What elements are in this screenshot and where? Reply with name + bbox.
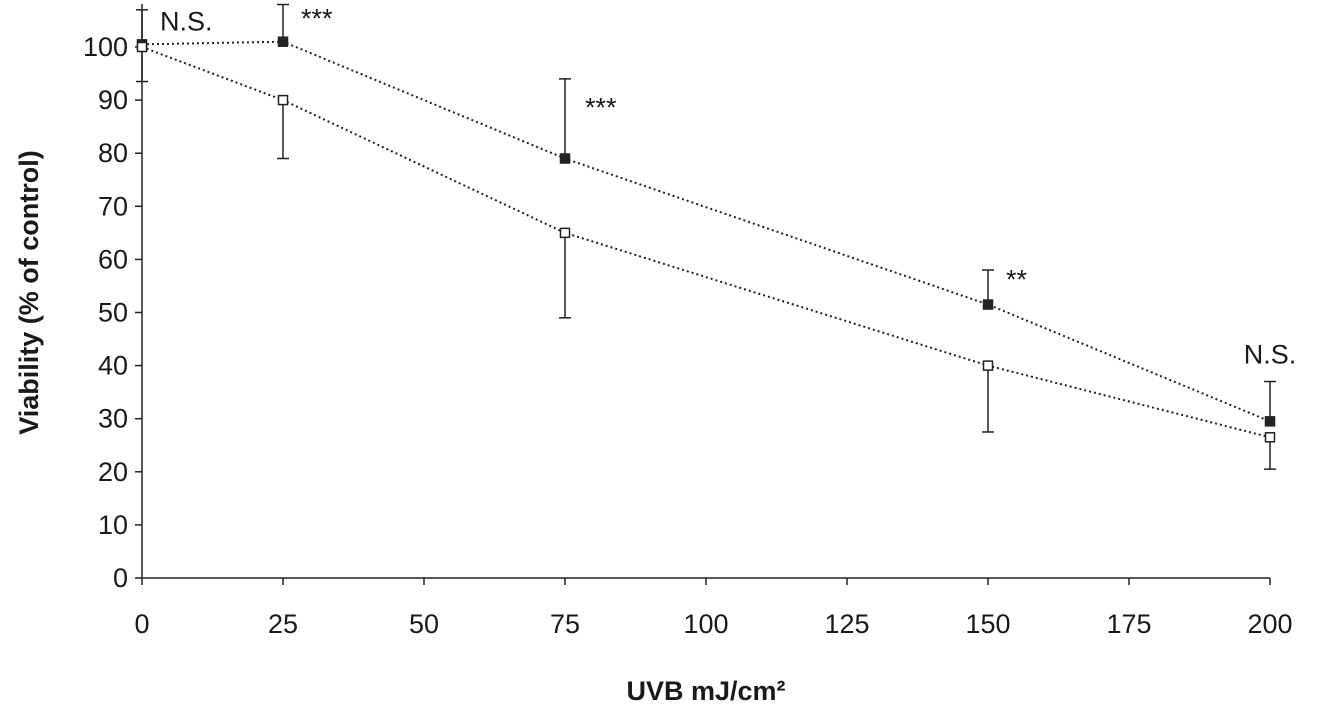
significance-label: N.S. (1244, 339, 1297, 369)
filled-square-marker (277, 36, 289, 47)
x-tick-label: 200 (1247, 609, 1292, 639)
open-square-marker (559, 227, 571, 239)
open-square-marker (1264, 432, 1276, 443)
y-tick-label: 20 (98, 457, 128, 487)
y-tick-label: 70 (98, 191, 128, 221)
y-tick-label: 10 (98, 510, 128, 540)
significance-label: ** (1006, 265, 1028, 295)
y-tick-label: 0 (113, 563, 128, 593)
x-tick-label: 0 (134, 609, 149, 639)
y-tick-label: 50 (98, 298, 128, 328)
series (136, 3, 1276, 470)
significance-label: N.S. (160, 6, 213, 36)
x-tick-label: 25 (268, 609, 298, 639)
x-tick-label: 175 (1106, 609, 1151, 639)
series-2 (136, 41, 1276, 470)
y-tick-label: 100 (83, 32, 128, 62)
y-tick-label: 30 (98, 404, 128, 434)
filled-square-marker (559, 153, 571, 164)
axes (141, 4, 1270, 579)
series-1 (136, 3, 1276, 427)
y-axis-title: Viability (% of control) (14, 150, 44, 435)
y-tick-label: 80 (98, 138, 128, 168)
filled-square-marker (1264, 416, 1276, 427)
x-tick-label: 125 (824, 609, 869, 639)
open-square-marker (136, 41, 148, 53)
significance-label: *** (585, 93, 617, 123)
series-line (141, 40, 1271, 423)
open-square-marker (277, 94, 289, 106)
annotations: N.S. ********N.S. (160, 4, 1296, 370)
x-tick-label: 100 (683, 609, 728, 639)
open-square-marker (982, 360, 994, 371)
significance-label: *** (301, 4, 333, 34)
ticks: 0 10 20 30 40 50 60 70 80 90 100 0 25 50 75 100 125 150 17… (83, 32, 1293, 639)
y-tick-label: 60 (98, 244, 128, 274)
filled-square-marker (982, 299, 994, 310)
x-tick-label: 75 (550, 609, 580, 639)
y-tick-label: 40 (98, 351, 128, 381)
series-line (141, 46, 1271, 439)
x-tick-label: 150 (965, 609, 1010, 639)
x-axis-title: UVB mJ/cm² (626, 676, 785, 706)
x-tick-label: 50 (409, 609, 439, 639)
y-tick-label: 90 (98, 85, 128, 115)
